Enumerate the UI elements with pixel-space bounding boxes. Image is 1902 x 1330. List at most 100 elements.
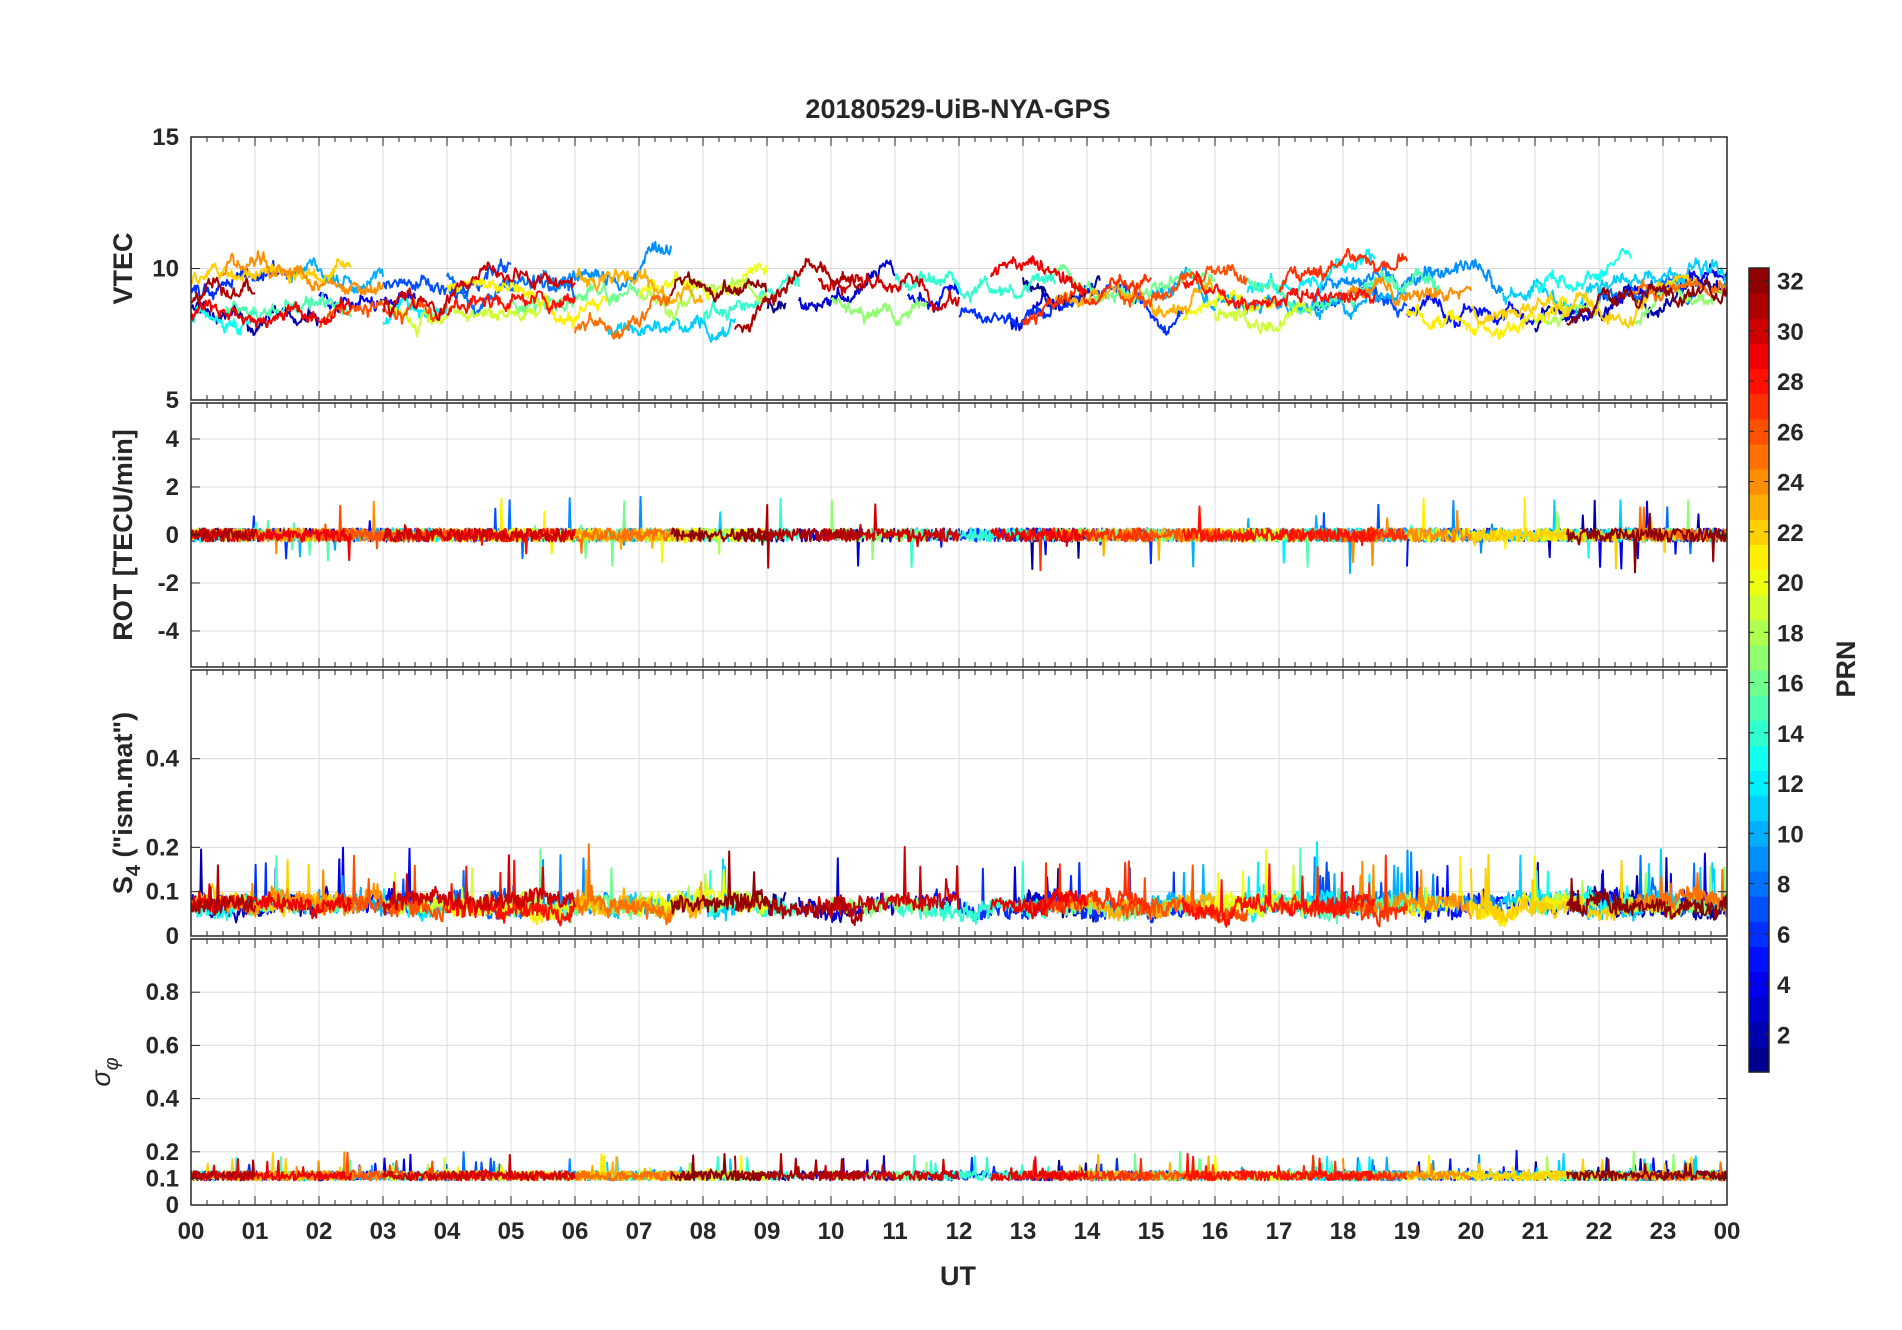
colorbar-segment xyxy=(1749,594,1769,621)
series-line-prn-30 xyxy=(382,1153,576,1182)
series-line-prn-13 xyxy=(1534,247,1632,294)
x-tick-label: 22 xyxy=(1586,1218,1613,1245)
series-line-prn-29 xyxy=(990,1156,1088,1182)
series-line-prn-28 xyxy=(446,290,576,316)
panel-rot-series xyxy=(191,495,1727,574)
series-line-prn-17 xyxy=(830,297,928,327)
x-tick-label: 09 xyxy=(754,1218,781,1245)
series-line-prn-3 xyxy=(1009,289,1063,332)
colorbar-segment xyxy=(1749,695,1769,721)
series-line-prn-31 xyxy=(191,276,256,305)
x-tick-label: 06 xyxy=(562,1218,589,1245)
series-line-prn-29 xyxy=(990,255,1088,296)
y-tick-label: 0 xyxy=(166,1192,179,1219)
y-tick-label: 0 xyxy=(166,522,179,549)
x-tick-label: 11 xyxy=(882,1218,907,1245)
colorbar-tick-label: 4 xyxy=(1777,972,1791,999)
y-axis-label-sigma_phi: σφ xyxy=(86,1057,123,1086)
x-tick-label: 12 xyxy=(946,1218,973,1245)
colorbar-segment xyxy=(1749,494,1769,520)
y-tick-label: 0.6 xyxy=(146,1032,179,1059)
x-tick-label: 13 xyxy=(1010,1218,1037,1245)
colorbar-segment xyxy=(1749,670,1769,696)
colorbar-segment xyxy=(1749,871,1769,897)
y-tick-label: 4 xyxy=(166,426,180,453)
colorbar-tick-label: 24 xyxy=(1777,470,1804,497)
y-tick-label: 0.1 xyxy=(146,879,179,906)
x-tick-label: 08 xyxy=(690,1218,717,1245)
series-line-prn-25 xyxy=(574,293,672,340)
colorbar-tick-label: 16 xyxy=(1777,671,1804,698)
x-tick-label: 14 xyxy=(1074,1218,1101,1245)
colorbar-tick-label: 28 xyxy=(1777,369,1804,396)
x-tick-label: 07 xyxy=(626,1218,653,1245)
panel-rot: -4 -2 0 2 4 ROT [TECU/min] xyxy=(108,402,1728,668)
y-tick-label: 0.2 xyxy=(146,1139,179,1166)
colorbar-segment xyxy=(1749,946,1769,973)
x-tick-label: 17 xyxy=(1266,1218,1293,1245)
x-tick-label: 15 xyxy=(1138,1218,1165,1245)
series-line-prn-21 xyxy=(446,278,608,329)
series-line-prn-31 xyxy=(734,257,864,333)
series-line-prn-26 xyxy=(1118,263,1248,309)
y-tick-label: 0.1 xyxy=(146,1165,179,1192)
y-axis-label-sub: 4 xyxy=(123,864,145,876)
series-line-prn-14 xyxy=(894,270,1056,304)
colorbar-segment xyxy=(1749,368,1769,395)
colorbar-segment xyxy=(1749,318,1769,344)
x-tick-label: 02 xyxy=(306,1218,333,1245)
series-line-prn-25 xyxy=(574,1170,672,1182)
x-tick-label: 23 xyxy=(1650,1218,1677,1245)
colorbar-segment xyxy=(1749,544,1769,571)
chart-title: 20180529-UiB-NYA-GPS xyxy=(805,94,1110,124)
x-tick-label: 10 xyxy=(818,1218,845,1245)
colorbar-segment xyxy=(1749,770,1769,797)
panel-sigma_phi-ticks: 00.10.2 0.4 0.6 0.8 xyxy=(146,939,1728,1219)
series-line-prn-24 xyxy=(222,869,384,918)
y-axis-label-s4: S4 ("ism.mat") xyxy=(108,712,145,894)
series-line-prn-19 xyxy=(1214,301,1312,335)
colorbar-segment xyxy=(1749,268,1769,294)
colorbar-segment xyxy=(1749,443,1769,470)
series-line-prn-32 xyxy=(1566,278,1727,326)
series-line-prn-32 xyxy=(670,850,768,915)
series-line-prn-27 xyxy=(1022,527,1152,572)
colorbar-tick-label: 6 xyxy=(1777,922,1790,949)
panel-sigma_phi-series xyxy=(191,1149,1727,1182)
y-tick-label: 0 xyxy=(166,923,179,950)
colorbar-segment xyxy=(1749,343,1769,370)
series-line-prn-24 xyxy=(1342,276,1472,307)
series-line-prn-15 xyxy=(1246,267,1440,315)
panel-s4-series xyxy=(191,841,1727,928)
colorbar-segment xyxy=(1749,820,1769,847)
series-line-prn-27 xyxy=(1022,273,1152,326)
y-tick-label: -4 xyxy=(158,618,180,645)
x-tick-label: 21 xyxy=(1522,1218,1549,1245)
colorbar-tick-label: 10 xyxy=(1777,821,1804,848)
y-tick-label: 0.2 xyxy=(146,834,179,861)
series-line-prn-32 xyxy=(1566,1158,1727,1182)
series-line-prn-1 xyxy=(766,298,787,314)
series-line-prn-29 xyxy=(191,297,352,329)
series-line-prn-24 xyxy=(222,250,384,296)
series-line-prn-30 xyxy=(382,524,576,543)
colorbar-segment xyxy=(1749,720,1769,746)
y-tick-label: 10 xyxy=(152,256,179,283)
series-line-prn-24 xyxy=(1342,1158,1472,1182)
series-line-prn-31 xyxy=(191,1159,256,1182)
x-tick-label: 16 xyxy=(1202,1218,1229,1245)
series-line-prn-30 xyxy=(817,272,960,312)
colorbar-tick-label: 22 xyxy=(1777,520,1804,547)
series-line-prn-14 xyxy=(702,273,800,322)
panel-s4-ticks: 0 0.1 0.2 0.4 xyxy=(146,670,1728,950)
y-tick-label: 15 xyxy=(152,124,179,151)
series-line-prn-21 xyxy=(1406,295,1568,340)
x-tick-label: 19 xyxy=(1394,1218,1421,1245)
series-line-prn-32 xyxy=(670,527,768,546)
series-line-prn-28 xyxy=(1182,505,1376,547)
x-tick-label: 18 xyxy=(1330,1218,1357,1245)
series-line-prn-22 xyxy=(1470,274,1696,329)
